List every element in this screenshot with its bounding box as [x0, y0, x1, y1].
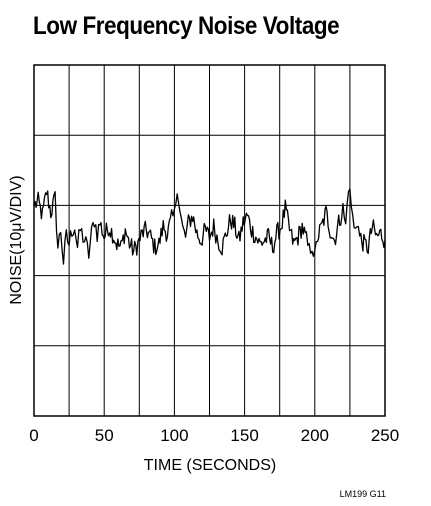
x-axis-title: TIME (SECONDS): [144, 457, 276, 474]
x-tick-label: 0: [29, 426, 38, 445]
figure-code: LM199 G11: [340, 489, 386, 499]
x-tick-label: 150: [230, 426, 258, 445]
y-axis-title: NOISE(10μV/DIV): [8, 175, 25, 304]
noise-trace: [33, 188, 386, 265]
x-tick-label: 50: [95, 426, 114, 445]
chart-title: Low Frequency Noise Voltage: [33, 12, 340, 40]
x-tick-labels: 0 50 100 150 200 250: [29, 426, 399, 445]
plot-frame: [33, 64, 386, 417]
x-tick-label: 250: [371, 426, 399, 445]
x-tick-label: 200: [301, 426, 329, 445]
x-tick-label: 100: [160, 426, 188, 445]
